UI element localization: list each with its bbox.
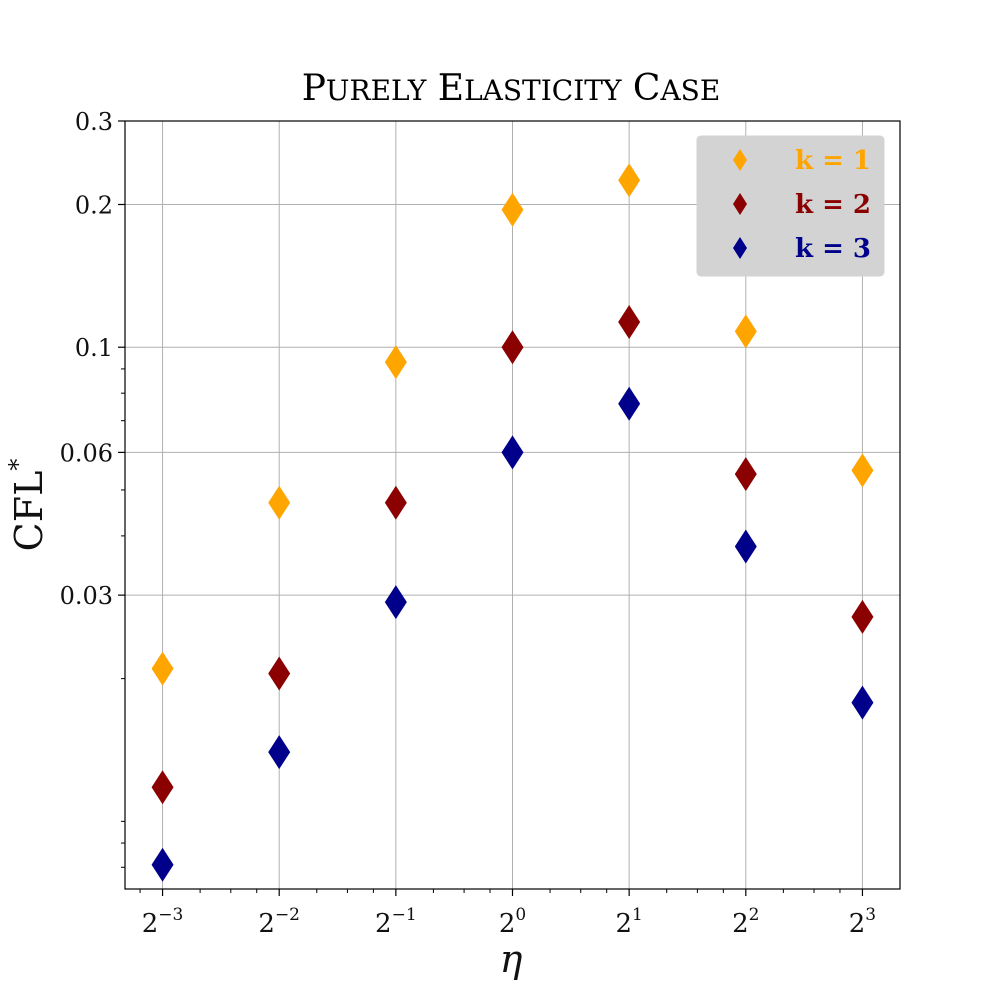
data-point-k3	[151, 847, 174, 882]
legend-marker	[733, 193, 747, 215]
data-point-k2	[501, 330, 524, 365]
data-point-k1	[268, 485, 291, 520]
data-point-k1	[501, 192, 524, 227]
data-point-k3	[618, 386, 641, 421]
x-tick-label: 2−1	[375, 905, 417, 939]
data-point-k2	[384, 485, 407, 520]
legend-label: k = 1	[795, 146, 871, 176]
legend-marker	[733, 149, 747, 171]
x-tick-label: 23	[849, 905, 876, 939]
data-point-k3	[734, 529, 757, 564]
data-point-k3	[501, 435, 524, 470]
legend-label: k = 3	[795, 234, 871, 264]
data-point-k1	[734, 314, 757, 349]
y-axis-label: CFL*	[4, 459, 51, 552]
data-point-k2	[618, 305, 641, 340]
data-point-k2	[851, 599, 874, 634]
x-tick-label: 22	[732, 905, 759, 939]
chart-title: PURELY ELASTICITY CASE	[302, 68, 721, 109]
data-point-k2	[151, 770, 174, 805]
data-point-k3	[384, 585, 407, 620]
data-point-k1	[384, 345, 407, 380]
x-tick-label: 20	[499, 905, 526, 939]
ticks-layer: 2−3 2−2 2−1 20 21 22 23 0.03 0.06 0.1 0.2 0.3	[60, 108, 877, 939]
y-tick-label: 0.2	[75, 191, 113, 219]
data-point-k3	[851, 685, 874, 720]
x-tick-label: 2−3	[142, 905, 184, 939]
data-point-k1	[618, 163, 641, 198]
y-tick-label: 0.3	[75, 108, 113, 136]
data-point-k1	[851, 453, 874, 488]
y-tick-label: 0.1	[75, 334, 113, 362]
data-point-k3	[268, 735, 291, 770]
x-tick-label: 2−2	[258, 905, 300, 939]
legend-box	[696, 135, 885, 277]
data-point-k2	[268, 656, 291, 691]
x-axis-label: η	[500, 937, 523, 981]
legend: k = 1 k = 2 k = 3	[696, 135, 885, 277]
marks-layer	[151, 163, 874, 882]
y-tick-label: 0.06	[60, 439, 113, 467]
x-tick-label: 21	[615, 905, 642, 939]
y-tick-label: 0.03	[60, 582, 113, 610]
legend-marker	[733, 237, 747, 259]
legend-label: k = 2	[795, 190, 871, 220]
data-point-k2	[734, 457, 757, 492]
data-point-k1	[151, 651, 174, 686]
